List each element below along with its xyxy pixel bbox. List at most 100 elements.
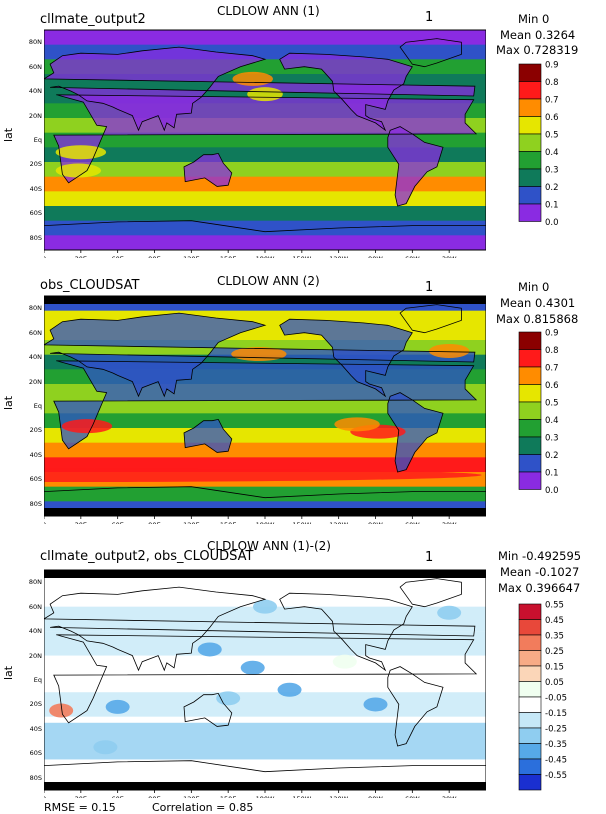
stat-min: Min 0 [518,280,550,294]
land-region-australia [184,153,232,187]
x-tick-label: 180W [256,795,275,798]
colorbar: 0.55 0.45 0.35 0.25 0.15 0.05 -0.05 -0.15 -0.25 -… [518,601,567,791]
colorbar-swatch [518,186,542,205]
x-tick-label: 60W [405,795,420,798]
panel-left-label: cllmate_output2, obs_CLOUDSAT [40,549,254,564]
zonal-band [44,191,486,207]
coastline-australia [183,152,233,187]
coastline-samerica [387,126,444,207]
y-tick-label: Eq [33,136,42,144]
colorbar-label: 0.7 [545,364,559,374]
map-plot: 0 30E 60E 90E 120E 150E 180W 150W 120W 90W 60W 30W [44,29,486,258]
x-tick-label: 120E [183,795,200,798]
anomaly-blob [240,660,265,675]
zonal-band [44,442,486,458]
colorbar-swatch [518,63,542,82]
colorbar-label: 0.2 [545,451,559,461]
colorbar-label: 0.4 [545,416,559,426]
y-tick-label: 20N [28,111,42,120]
x-tick-label: 90E [148,255,160,258]
y-tick-label: 80S [29,499,42,508]
colorbar-label: -0.35 [545,740,567,750]
colorbar-label: -0.55 [545,771,567,781]
colorbar-swatch [518,98,542,117]
colorbar-swatch [518,758,542,775]
colorbar-label: -0.05 [545,694,567,704]
y-tick-label: 80N [28,304,42,313]
colorbar-label: 0.1 [545,469,559,479]
panel-title: CLDLOW ANN (2) [217,274,320,288]
coastline-eurasia [44,586,476,672]
y-tick-label: 40S [29,184,42,193]
colorbar-swatch [518,603,542,620]
coastline-samerica [387,392,444,473]
cloud-blob [44,468,482,483]
x-tick-label: 150E [220,521,237,524]
colorbar-label: 0.5 [545,399,559,409]
colorbar-label: 0.9 [545,329,559,339]
colorbar-label: 0.3 [545,166,559,176]
missing-data-south [44,782,486,790]
colorbar-swatch [518,743,542,760]
colorbar-label: 0.8 [545,346,559,356]
y-tick-label: 80S [29,233,42,242]
missing-data-south [44,508,486,516]
colorbar-label: 0.6 [545,381,559,391]
land-region-samerica [387,126,443,206]
y-tick-label: 80N [28,38,42,47]
field-layer [44,30,486,251]
y-tick-label: 40N [28,87,42,96]
zonal-band [44,176,486,192]
cloud-blob [334,417,380,432]
colorbar-label: 0.6 [545,113,559,123]
stat-min: Min -0.492595 [498,549,582,563]
coastline-namerica [279,318,413,398]
x-tick-label: 90W [368,255,383,258]
y-tick-label: 40S [29,450,42,459]
anomaly-blob [437,605,462,620]
panel-right-label: 1 [425,280,434,295]
colorbar-swatch [518,401,542,420]
zonal-band [44,30,486,46]
anomaly-band [44,722,486,735]
coastline-australia [183,418,233,453]
x-tick-label: 120W [329,795,348,798]
colorbar-label: 0.0 [545,486,559,496]
x-tick-label: 30E [75,521,87,524]
y-tick-label: 40S [29,724,42,733]
coastline-namerica [279,592,413,672]
coastline-africa [53,634,478,724]
land-region-namerica [279,53,413,131]
y-tick-label: 60N [28,62,42,71]
colorbar-swatch [518,774,542,791]
colorbar-label: 0.7 [545,96,559,106]
x-tick-label: 150W [292,795,311,798]
x-tick-label: 90E [148,795,160,798]
land-region-australia [184,419,232,453]
y-tick-label: Eq [33,402,42,410]
coastline-samerica [387,666,444,747]
anomaly-blob [49,703,74,718]
y-axis-label: lat [2,127,15,142]
x-tick-label: 180W [256,521,275,524]
colorbar-swatch [518,203,542,222]
x-tick-label: 60W [405,255,420,258]
x-tick-label: 30E [75,255,87,258]
x-tick-label: 120E [183,521,200,524]
panel-diff: cllmate_output2, obs_CLOUDSAT CLDLOW ANN… [0,539,606,814]
anomaly-blob [105,699,130,714]
rmse-label: RMSE = 0.15 [44,801,116,814]
colorbar-swatch [518,454,542,473]
y-axis-label: lat [2,665,15,680]
panel-left-label: cllmate_output2 [40,12,146,27]
x-tick-label: 60E [111,521,123,524]
correlation-label: Correlation = 0.85 [152,801,254,814]
y-tick-label: 40N [28,627,42,636]
coastline-australia [183,692,233,727]
x-tick-label: 150W [292,255,311,258]
stat-min: Min 0 [518,12,550,26]
stat-max: Max 0.815868 [496,312,579,326]
x-tick-label: 150E [220,795,237,798]
colorbar-swatch [518,168,542,187]
colorbar-swatch [518,650,542,667]
